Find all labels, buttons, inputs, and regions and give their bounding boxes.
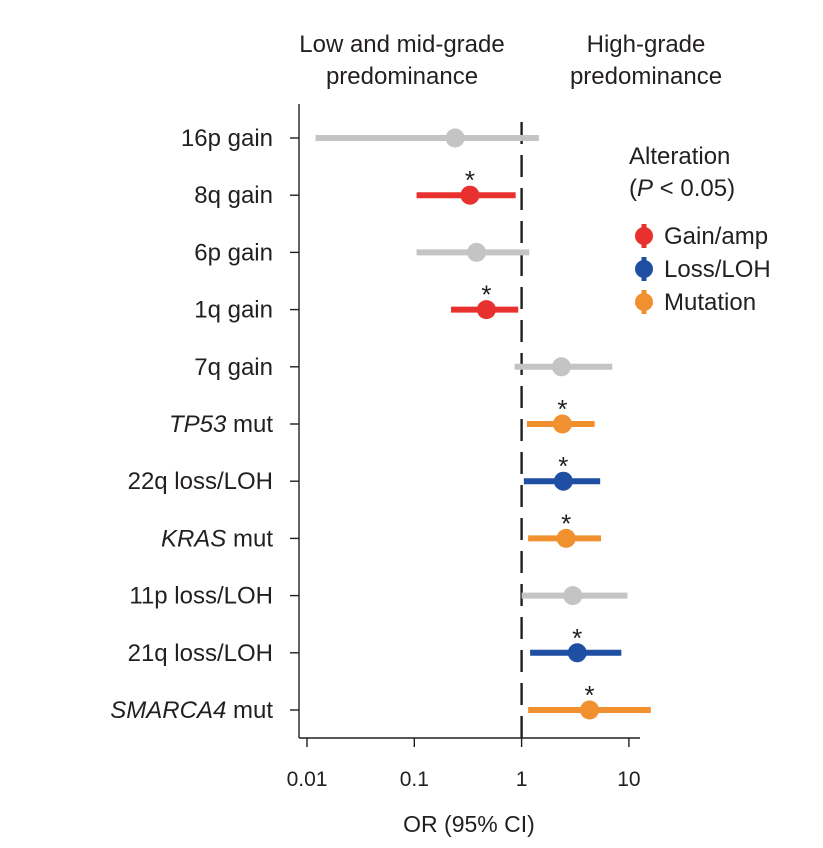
legend-label-mut: Mutation xyxy=(664,289,756,316)
legend-title-p: P xyxy=(637,175,653,202)
legend-title-line1: Alteration xyxy=(629,143,730,170)
or-point-16p-gain xyxy=(445,128,465,148)
row-label-1q-gain: 1q gain xyxy=(194,297,273,324)
header-left-line2: predominance xyxy=(326,63,478,90)
row-label-kras-mut: KRAS mut xyxy=(161,525,273,552)
legend-title-rest: < 0.05) xyxy=(653,175,735,202)
row-label-22q-loss-loh: 22q loss/LOH xyxy=(128,468,273,495)
header-left-line1: Low and mid-grade xyxy=(299,31,504,58)
significance-star-1q-gain: * xyxy=(481,280,491,310)
significance-star-kras-mut: * xyxy=(561,508,571,538)
gene-name: KRAS xyxy=(161,525,226,552)
alteration-text: 11p loss/LOH xyxy=(129,583,273,610)
or-point-tp53-mut xyxy=(552,414,572,434)
rows-group: 16p gain 8q gain * 6p gain 1q gain * 7q gain TP… xyxy=(110,125,651,724)
significance-star-smarca4-mut: * xyxy=(585,680,595,710)
significance-star-8q-gain: * xyxy=(465,165,475,195)
legend-entries: Gain/amp Loss/LOH Mutation xyxy=(635,223,771,316)
alteration-text: 21q loss/LOH xyxy=(128,640,273,667)
x-tick-label-1: 1 xyxy=(516,768,528,791)
alteration-text: 16p gain xyxy=(181,125,273,152)
alteration-text: 1q gain xyxy=(194,297,273,324)
or-point-6p-gain xyxy=(467,242,487,262)
row-label-tp53-mut: TP53 mut xyxy=(169,411,273,438)
legend-swatch-gain xyxy=(635,227,653,245)
header-right-line1: High-grade xyxy=(587,31,706,58)
or-point-smarca4-mut xyxy=(580,700,600,720)
legend: Alteration (P < 0.05) Gain/amp Loss/LOH Mu… xyxy=(629,143,771,316)
alteration-text: mut xyxy=(226,525,273,552)
significance-star-22q-loss-loh: * xyxy=(558,451,568,481)
row-label-11p-loss-loh: 11p loss/LOH xyxy=(129,583,273,610)
legend-title-open: ( xyxy=(629,175,637,202)
or-point-21q-loss-loh xyxy=(567,643,587,663)
alteration-text: mut xyxy=(226,697,273,724)
legend-title-line2: (P < 0.05) xyxy=(629,175,735,202)
significance-star-tp53-mut: * xyxy=(557,394,567,424)
row-label-smarca4-mut: SMARCA4 mut xyxy=(110,697,273,724)
alteration-text: 22q loss/LOH xyxy=(128,468,273,495)
legend-swatch-loss xyxy=(635,260,653,278)
or-point-8q-gain xyxy=(460,185,480,205)
x-axis-label: OR (95% CI) xyxy=(403,811,535,837)
row-label-8q-gain: 8q gain xyxy=(194,182,273,209)
x-tick-label-10: 10 xyxy=(617,768,640,791)
row-label-21q-loss-loh: 21q loss/LOH xyxy=(128,640,273,667)
alteration-text: 6p gain xyxy=(194,239,273,266)
alteration-text: 7q gain xyxy=(194,354,273,381)
or-point-7q-gain xyxy=(551,357,571,377)
x-ticks-group: 0.01 0.1 1 10 xyxy=(287,738,641,791)
row-label-6p-gain: 6p gain xyxy=(194,239,273,266)
alteration-text: 8q gain xyxy=(194,182,273,209)
alteration-text: mut xyxy=(226,411,273,438)
or-point-kras-mut xyxy=(556,528,576,548)
row-label-7q-gain: 7q gain xyxy=(194,354,273,381)
or-point-1q-gain xyxy=(476,300,496,320)
legend-swatch-mut xyxy=(635,293,653,311)
legend-label-gain: Gain/amp xyxy=(664,223,768,250)
row-label-16p-gain: 16p gain xyxy=(181,125,273,152)
x-tick-label-0.01: 0.01 xyxy=(287,768,328,791)
x-tick-label-0.1: 0.1 xyxy=(400,768,429,791)
or-point-22q-loss-loh xyxy=(553,471,573,491)
or-point-11p-loss-loh xyxy=(563,586,583,606)
gene-name: SMARCA4 xyxy=(110,697,226,724)
significance-star-21q-loss-loh: * xyxy=(572,623,582,653)
gene-name: TP53 xyxy=(169,411,227,438)
legend-label-loss: Loss/LOH xyxy=(664,256,771,283)
header-right-line2: predominance xyxy=(570,63,722,90)
